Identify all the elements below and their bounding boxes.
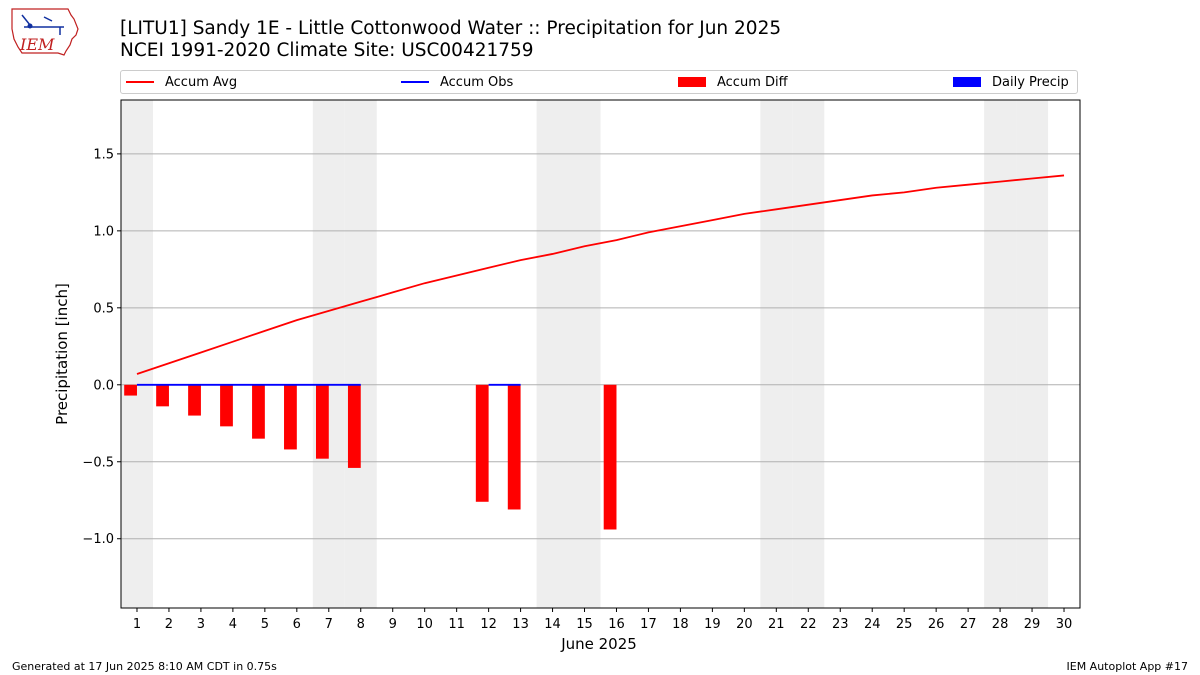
plot-frame <box>120 99 1081 609</box>
chart-title-line1: [LITU1] Sandy 1E - Little Cottonwood Wat… <box>120 18 782 39</box>
x-tick-label: 11 <box>448 617 465 632</box>
x-tick-label: 25 <box>896 617 913 632</box>
y-tick-label: 0.0 <box>93 378 114 393</box>
legend-item-daily-precip: Daily Precip <box>953 71 1069 93</box>
x-tick-label: 28 <box>992 617 1009 632</box>
x-tick-label: 19 <box>704 617 721 632</box>
iem-logo: IEM <box>11 8 79 56</box>
x-tick-label: 17 <box>640 617 657 632</box>
x-tick-label: 29 <box>1024 617 1041 632</box>
series-line-accum-avg <box>136 174 1065 375</box>
bar-accum-diff <box>347 384 361 468</box>
y-axis-label: Precipitation [inch] <box>53 283 71 425</box>
x-tick-label: 5 <box>261 617 269 632</box>
y-tick-label: −0.5 <box>82 455 114 470</box>
legend-label-accum-avg: Accum Avg <box>165 74 238 90</box>
y-tick-label: 1.5 <box>93 147 114 162</box>
chart-legend: Accum Avg Accum Obs Accum Diff Daily Pre… <box>120 70 1078 94</box>
y-tick-label: 0.5 <box>93 301 114 316</box>
x-tick-label: 27 <box>960 617 977 632</box>
weekend-shade-day-1 <box>121 100 153 608</box>
bar-accum-diff <box>252 384 265 439</box>
bar-accum-diff <box>475 384 489 502</box>
x-tick-label: 15 <box>576 617 593 632</box>
legend-swatch-daily-precip <box>953 77 981 87</box>
x-tick-label: 9 <box>389 617 397 632</box>
x-tick-label: 1 <box>133 617 141 632</box>
legend-item-accum-diff: Accum Diff <box>678 71 788 93</box>
chart-title-line2: NCEI 1991-2020 Climate Site: USC00421759 <box>120 40 534 61</box>
x-tick-label: 20 <box>736 617 753 632</box>
x-tick-label: 14 <box>544 617 561 632</box>
legend-label-daily-precip: Daily Precip <box>992 74 1069 90</box>
bar-accum-diff <box>284 384 297 450</box>
legend-swatch-accum-diff <box>678 77 706 87</box>
weekend-shade-day-14 <box>536 100 569 608</box>
x-axis-label: June 2025 <box>560 635 637 653</box>
x-tick-label: 3 <box>197 617 205 632</box>
weekend-shade-day-22 <box>792 100 825 608</box>
legend-item-accum-avg: Accum Avg <box>126 71 237 93</box>
weekend-shade-day-21 <box>760 100 793 608</box>
footer-generated: Generated at 17 Jun 2025 8:10 AM CDT in … <box>12 660 277 673</box>
legend-label-accum-diff: Accum Diff <box>717 74 788 90</box>
weekend-shade-day-28 <box>984 100 1017 608</box>
x-tick-label: 30 <box>1056 617 1073 632</box>
x-tick-label: 8 <box>357 617 365 632</box>
bar-accum-diff <box>507 384 521 510</box>
legend-item-accum-obs: Accum Obs <box>401 71 513 93</box>
bar-accum-diff <box>156 384 169 407</box>
x-tick-label: 12 <box>480 617 497 632</box>
weekend-shade-day-15 <box>568 100 601 608</box>
y-tick-label: −1.0 <box>82 532 114 547</box>
x-tick-label: 13 <box>512 617 529 632</box>
bar-accum-diff <box>220 384 233 427</box>
legend-swatch-accum-avg <box>126 81 154 83</box>
legend-swatch-accum-obs <box>401 81 429 83</box>
bar-accum-diff <box>603 384 617 530</box>
x-tick-label: 16 <box>608 617 625 632</box>
chart-title: [LITU1] Sandy 1E - Little Cottonwood Wat… <box>120 18 781 62</box>
iem-logo-text: IEM <box>19 35 55 54</box>
footer-app-name: IEM Autoplot App #17 <box>1066 660 1189 673</box>
weekend-shade-day-8 <box>344 100 377 608</box>
x-tick-label: 10 <box>416 617 433 632</box>
bar-accum-diff <box>124 384 137 396</box>
x-tick-label: 18 <box>672 617 689 632</box>
x-tick-label: 24 <box>864 617 881 632</box>
x-tick-label: 21 <box>768 617 785 632</box>
x-tick-label: 23 <box>832 617 849 632</box>
x-tick-label: 2 <box>165 617 173 632</box>
x-tick-label: 26 <box>928 617 945 632</box>
bar-accum-diff <box>188 384 201 416</box>
x-tick-label: 4 <box>229 617 237 632</box>
x-tick-label: 7 <box>325 617 333 632</box>
legend-label-accum-obs: Accum Obs <box>440 74 514 90</box>
bar-accum-diff <box>315 384 329 459</box>
x-tick-label: 6 <box>293 617 301 632</box>
y-tick-label: 1.0 <box>93 224 114 239</box>
weekend-shade-day-7 <box>312 100 345 608</box>
x-tick-label: 22 <box>800 617 817 632</box>
weekend-shade-day-29 <box>1016 100 1049 608</box>
